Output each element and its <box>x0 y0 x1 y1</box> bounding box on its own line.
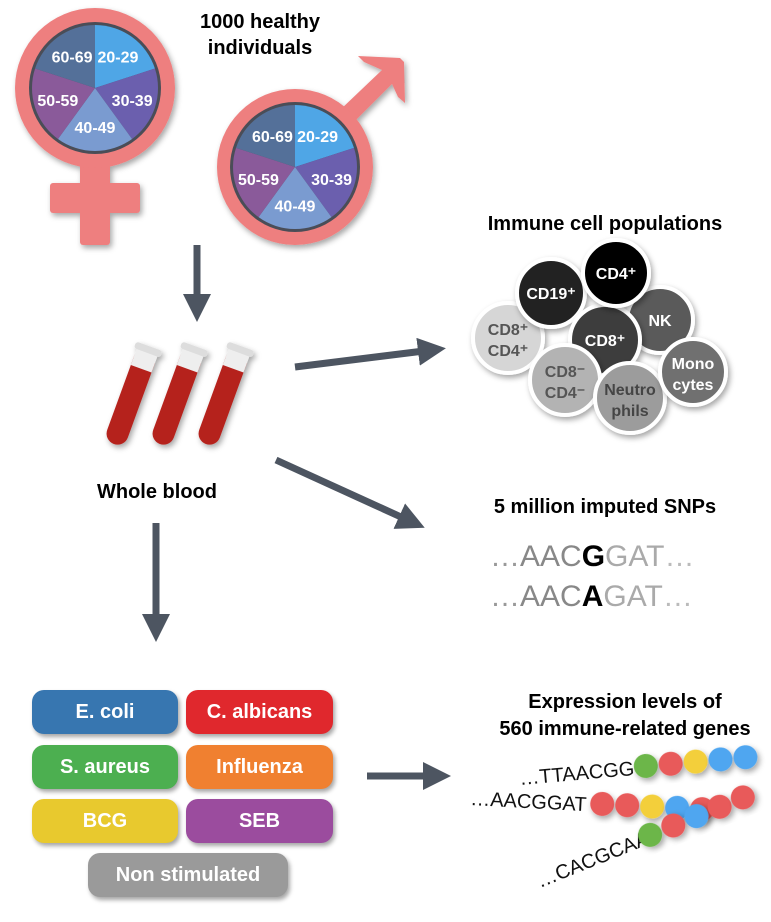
cell-label: CD8⁻ <box>545 364 585 381</box>
title-line-2: individuals <box>208 37 312 59</box>
expression-bead <box>633 753 658 778</box>
expression-bead <box>708 747 733 772</box>
cell-label: phils <box>611 403 648 420</box>
stimulus-s-aureus: S. aureus <box>32 745 178 789</box>
cell-label: NK <box>648 313 672 330</box>
cell-label: cytes <box>673 377 714 394</box>
pie-slice-20-29 <box>95 25 155 88</box>
age-label: 40-49 <box>275 198 316 215</box>
age-label: 20-29 <box>97 49 138 66</box>
pie-slice-40-49 <box>57 88 133 151</box>
expression-title-2: 560 immune-related genes <box>499 718 750 740</box>
cell-label: CD19⁺ <box>526 286 575 303</box>
cell-7: Mono cytes <box>658 337 728 407</box>
cell-label: Neutro <box>604 382 656 399</box>
arrow-to-cells <box>294 337 446 371</box>
snps-title: 5 million imputed SNPs <box>494 496 716 518</box>
read-sequence: …AACGGAT <box>470 788 587 816</box>
expression-bead <box>730 785 755 810</box>
expression-reads: …TTAACGG…AACGGAT …CACGCAA <box>470 745 758 893</box>
read-sequence: …CACGCAA <box>534 827 653 892</box>
age-label: 20-29 <box>297 129 338 146</box>
pie-slice-40-49 <box>258 167 332 229</box>
age-label: 30-39 <box>311 172 352 189</box>
cell-label: CD8⁺ <box>488 322 528 339</box>
stimulus-bcg: BCG <box>32 799 178 843</box>
expression-bead <box>707 794 732 819</box>
cell-label: Mono <box>672 356 715 373</box>
expression-bead <box>683 749 708 774</box>
pie-slice-60-69 <box>236 105 295 167</box>
cell-4: CD4⁺ <box>581 238 651 308</box>
svg-text:…AACGGAT…: …AACGGAT… <box>490 540 694 573</box>
cell-5: CD8⁻ CD4⁻ <box>528 343 602 417</box>
cell-2: NK <box>625 285 695 355</box>
expression-read: …TTAACGG <box>519 745 758 790</box>
cell-6: Neutro phils <box>593 361 667 435</box>
blood-tubes-icon <box>106 342 254 445</box>
expression-bead <box>638 822 663 847</box>
cell-label: CD4⁻ <box>545 385 585 402</box>
expression-bead <box>684 804 709 829</box>
cells-title: Immune cell populations <box>488 213 722 235</box>
age-label: 50-59 <box>37 93 78 110</box>
cell-0: CD8⁺ CD4⁺ <box>471 301 545 375</box>
expression-bead <box>733 745 758 770</box>
stimulus-seb: SEB <box>186 799 333 843</box>
cell-label: CD4⁺ <box>596 266 636 283</box>
whole-blood-label: Whole blood <box>97 481 217 503</box>
pie-slice-50-59 <box>31 68 95 139</box>
pie-slice-30-39 <box>95 68 158 139</box>
cell-label: CD4⁺ <box>488 343 528 360</box>
age-label: 30-39 <box>112 93 153 110</box>
stimulus-non-stimulated: Non stimulated <box>88 853 288 897</box>
expression-bead <box>590 791 615 816</box>
pie-slice-20-29 <box>295 105 354 167</box>
age-label: 40-49 <box>75 120 116 137</box>
expression-bead <box>658 751 683 776</box>
ellipsis: … <box>490 540 520 573</box>
pie-slice-30-39 <box>295 147 357 218</box>
male-age-pie: 20-29 30-39 40-49 50-59 60-69 <box>230 102 360 232</box>
female-age-pie: 20-29 30-39 40-49 50-59 60-69 <box>29 22 161 154</box>
svg-text:…AACAGAT…: …AACAGAT… <box>490 580 693 613</box>
snp-sequence-2: …AACAGAT… <box>490 580 693 613</box>
expression-bead <box>615 793 640 818</box>
expression-title-1: Expression levels of <box>528 691 722 713</box>
read-sequence: …TTAACGG <box>519 758 636 790</box>
stimulus-c-albicans: C. albicans <box>186 690 333 734</box>
age-label: 60-69 <box>52 49 93 66</box>
cell-label: CD8⁺ <box>585 333 625 350</box>
arrow-to-snps <box>274 456 425 529</box>
snp-sequence-1: …AACGGAT… <box>490 540 694 573</box>
stimulus-e-coli: E. coli <box>32 690 178 734</box>
immune-cells: CD8⁺ CD4⁺ CD19⁺ NK CD8⁺ CD4⁺ CD8⁻ CD4⁻ Neutro phi… <box>471 238 728 435</box>
pie-slice-60-69 <box>35 25 95 88</box>
expression-bead <box>661 813 686 838</box>
stimulus-influenza: Influenza <box>186 745 333 789</box>
age-label: 60-69 <box>252 129 293 146</box>
expression-bead <box>640 794 665 819</box>
cell-1: CD19⁺ <box>515 257 587 329</box>
pie-slice-50-59 <box>233 147 295 218</box>
title-line-1: 1000 healthy <box>200 11 321 33</box>
age-label: 50-59 <box>238 172 279 189</box>
